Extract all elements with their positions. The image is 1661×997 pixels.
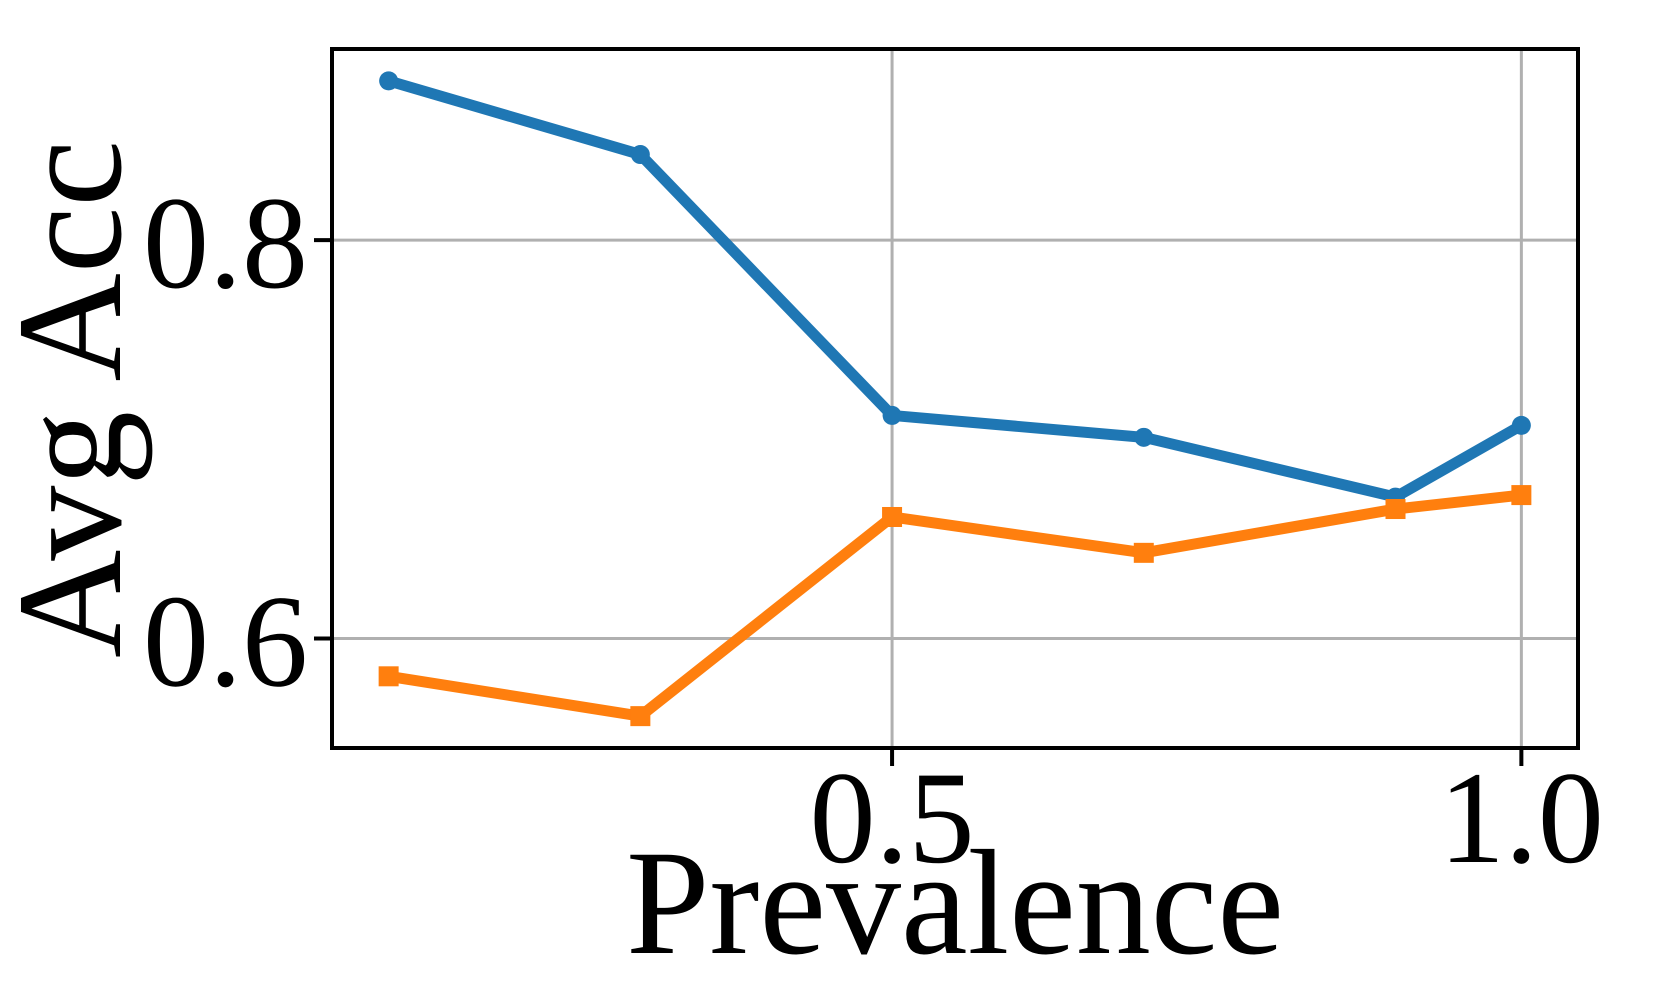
orange-square-series-marker (882, 506, 903, 527)
orange-square-series-marker (1511, 485, 1532, 506)
x-tick-label: 1.0 (1439, 744, 1604, 891)
plot-spines (330, 47, 1580, 750)
orange-square-series-marker (630, 706, 651, 727)
y-tick-label: 0.6 (143, 567, 308, 714)
y-axis-title: Avg Acc (0, 140, 153, 658)
blue-circle-series-marker (630, 145, 650, 165)
blue-circle-series-marker (1134, 427, 1154, 447)
orange-square-series-marker (1133, 542, 1154, 563)
orange-square-series-marker (378, 666, 399, 687)
orange-square-series-marker (1385, 499, 1406, 520)
blue-circle-series-marker (379, 71, 399, 91)
blue-circle-series-line (387, 75, 1525, 503)
x-axis-title: Prevalence (626, 820, 1284, 986)
y-tick-label: 0.8 (143, 169, 308, 316)
x-tick-label: 0.5 (810, 744, 975, 891)
blue-circle-series-marker (1511, 415, 1531, 435)
orange-square-series-line (387, 489, 1522, 722)
blue-circle-series-marker (882, 405, 902, 425)
